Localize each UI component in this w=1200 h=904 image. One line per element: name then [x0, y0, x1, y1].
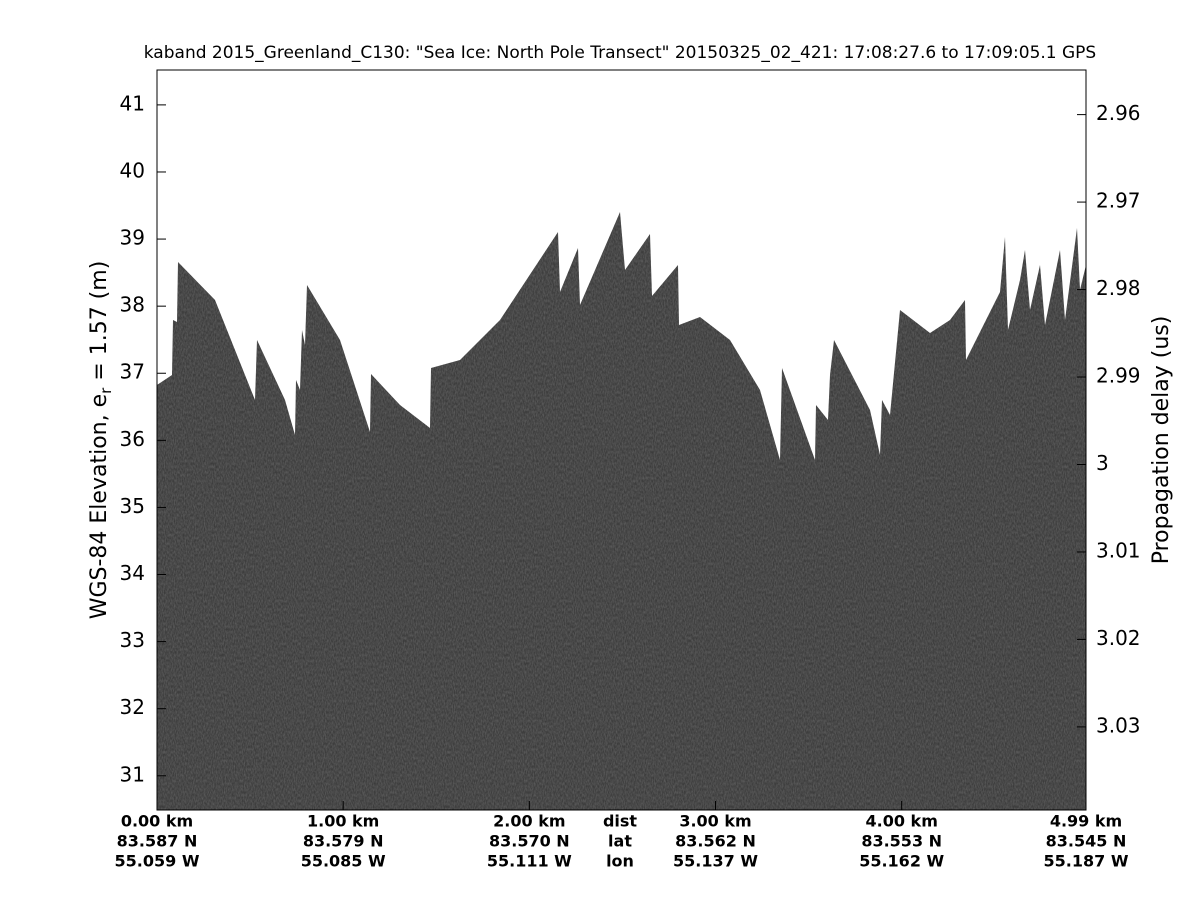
chart-title: kaband 2015_Greenland_C130: "Sea Ice: No…	[144, 43, 1096, 63]
y2-tick-label: 3.02	[1096, 626, 1141, 650]
lat-label: 83.570 N	[489, 832, 570, 851]
y2-tick-label: 2.99	[1096, 364, 1141, 388]
lon-label: 55.059 W	[115, 852, 200, 871]
y2-tick-label: 3	[1096, 451, 1109, 475]
y2-axis-label: Propagation delay (us)	[1149, 316, 1174, 565]
y-label-subscript: r	[97, 387, 115, 394]
y2-tick-label: 2.97	[1096, 189, 1141, 213]
lat-label: 83.553 N	[861, 832, 942, 851]
y-tick-label: 39	[120, 226, 145, 250]
y-tick-label: 36	[120, 427, 145, 451]
y-tick-label: 38	[120, 293, 145, 317]
echogram	[157, 70, 1086, 810]
x-tick-label: 3.00 km	[679, 812, 751, 831]
lat-label: 83.579 N	[303, 832, 384, 851]
lon-label: 55.137 W	[673, 852, 758, 871]
y2-tick-label: 3.01	[1096, 538, 1141, 562]
y-tick-label: 34	[120, 561, 145, 585]
y-tick-label: 33	[120, 628, 145, 652]
y-label-part: WGS-84 Elevation, e	[87, 394, 112, 619]
y-tick-label: 35	[120, 494, 145, 518]
y-tick-label: 41	[120, 91, 145, 115]
row-label: lat	[608, 832, 632, 851]
row-label: dist	[603, 812, 637, 831]
x-tick-label: 1.00 km	[307, 812, 379, 831]
x-tick-label: 2.00 km	[493, 812, 565, 831]
lat-label: 83.587 N	[117, 832, 198, 851]
lon-label: 55.085 W	[301, 852, 386, 871]
y2-tick-label: 3.03	[1096, 713, 1141, 737]
lon-label: 55.162 W	[859, 852, 944, 871]
y2-tick-label: 2.96	[1096, 101, 1141, 125]
y-axis-label: WGS-84 Elevation, er = 1.57 (m)	[87, 261, 115, 620]
y2-tick-label: 2.98	[1096, 276, 1141, 300]
row-label: lon	[606, 852, 634, 871]
lat-label: 83.562 N	[675, 832, 756, 851]
y-tick-label: 32	[120, 695, 145, 719]
y-tick-label: 40	[120, 158, 145, 182]
x-tick-label: 4.00 km	[866, 812, 938, 831]
y-label-part: = 1.57 (m)	[87, 261, 112, 388]
y-tick-label: 31	[120, 762, 145, 786]
x-tick-label: 4.99 km	[1050, 812, 1122, 831]
lon-label: 55.111 W	[487, 852, 572, 871]
surface-mask	[157, 70, 1086, 460]
lat-label: 83.545 N	[1046, 832, 1127, 851]
x-tick-label: 0.00 km	[121, 812, 193, 831]
lon-label: 55.187 W	[1044, 852, 1129, 871]
y-tick-label: 37	[120, 360, 145, 384]
